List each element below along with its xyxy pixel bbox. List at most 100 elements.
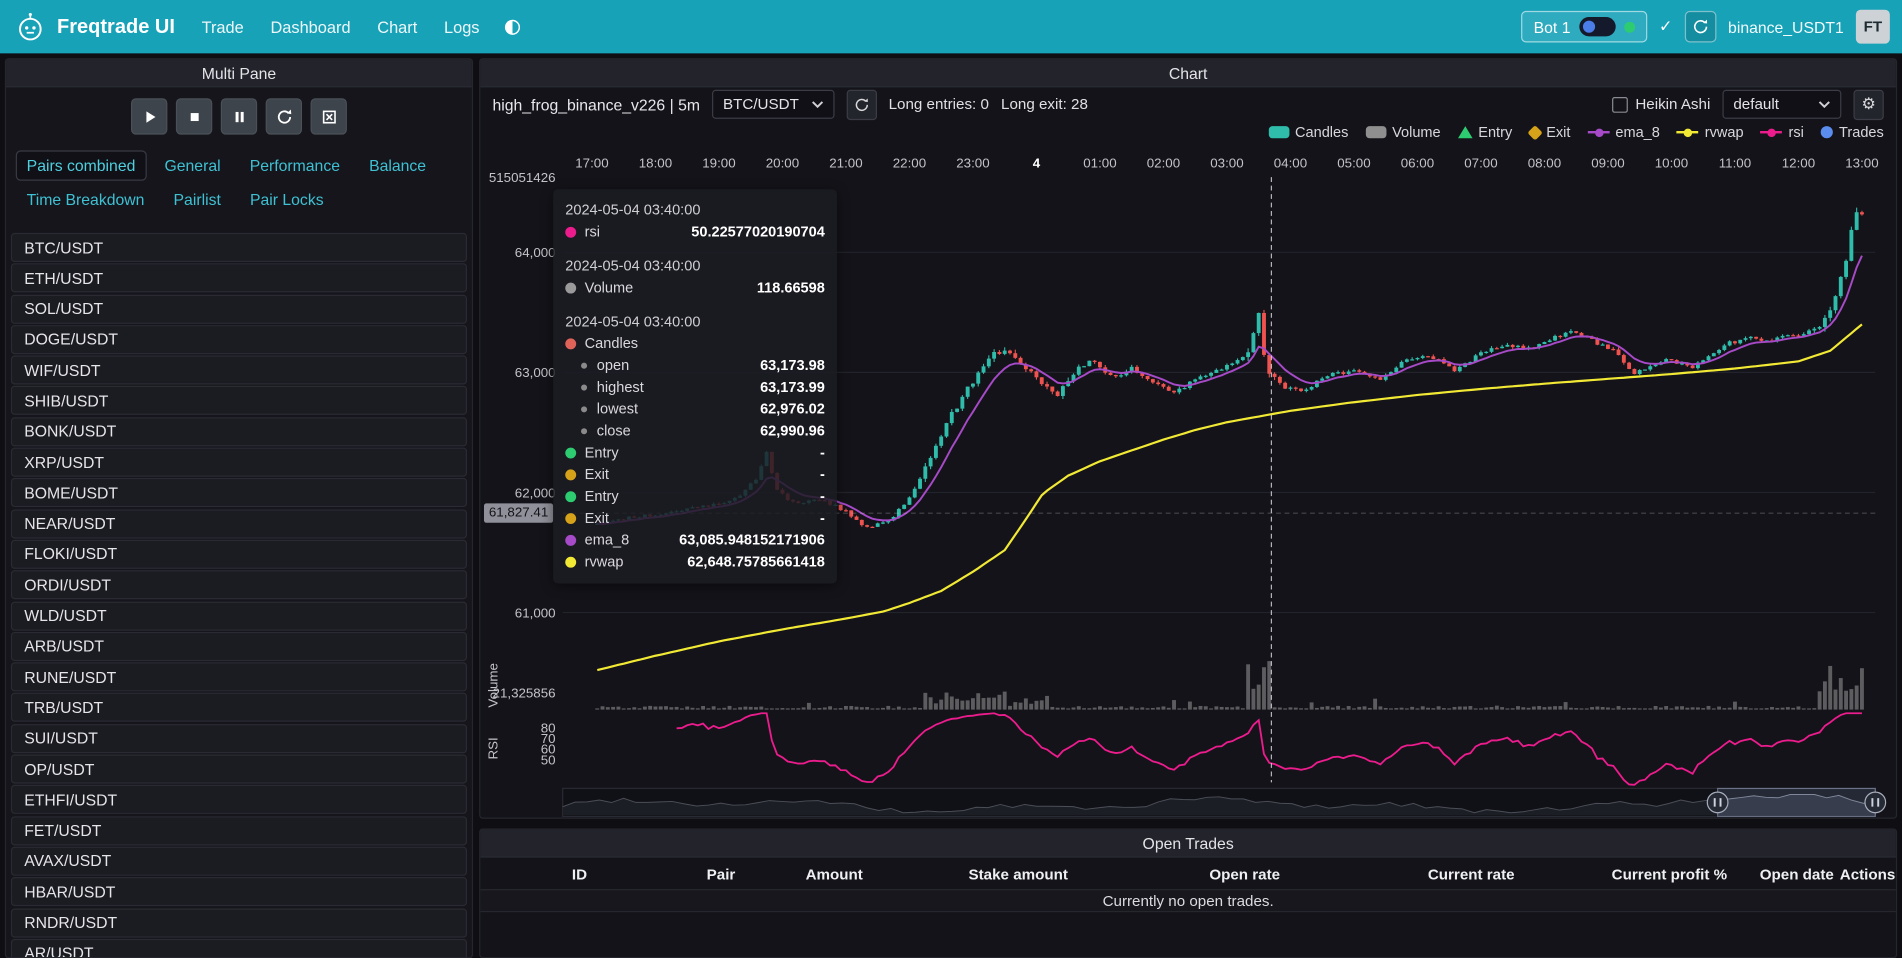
legend-item-exit[interactable]: Exit [1526, 124, 1570, 141]
tab-balance[interactable]: Balance [369, 156, 427, 175]
rsi-legend-icon [1760, 127, 1783, 137]
avatar[interactable]: FT [1855, 9, 1890, 44]
refresh-icon [1693, 19, 1707, 34]
plot-config-select[interactable]: default [1722, 89, 1842, 119]
stop-button[interactable] [175, 98, 213, 135]
legend-label: Entry [1478, 123, 1513, 141]
tab-pair-locks[interactable]: Pair Locks [249, 190, 324, 209]
legend-label: rsi [1788, 123, 1804, 141]
legend-item-rsi[interactable]: rsi [1760, 123, 1804, 141]
pair-row-ordi-usdt[interactable]: ORDI/USDT [10, 570, 468, 600]
pair-row-btc-usdt[interactable]: BTC/USDT [10, 232, 468, 263]
pair-row-near-usdt[interactable]: NEAR/USDT [10, 509, 468, 539]
repeat-button[interactable] [265, 98, 303, 135]
chart-refresh-button[interactable] [846, 89, 877, 120]
bot-toggle[interactable] [1578, 16, 1616, 37]
nav-link-chart[interactable]: Chart [377, 17, 418, 36]
heikin-ashi-label: Heikin Ashi [1635, 95, 1711, 113]
chart-toolbar: high_frog_binance_v226 | 5m BTC/USDT Lon… [480, 87, 1896, 121]
chart-plot-area[interactable]: 64,000 63,000 62,000 61,000 515051426 21,3258… [480, 143, 1896, 817]
long-entries-label: Long entries: 0 [888, 95, 989, 113]
play-icon [145, 110, 155, 123]
pair-row-bonk-usdt[interactable]: BONK/USDT [10, 417, 468, 447]
legend-item-volume[interactable]: Volume [1365, 123, 1441, 141]
svg-text:21,325856: 21,325856 [493, 685, 556, 700]
svg-text:19:00: 19:00 [702, 155, 735, 170]
tab-pairlist[interactable]: Pairlist [173, 190, 221, 209]
tab-general[interactable]: General [164, 156, 221, 175]
ema8-line [597, 255, 1863, 525]
svg-text:02:00: 02:00 [1147, 155, 1180, 170]
pair-row-sui-usdt[interactable]: SUI/USDT [10, 723, 468, 753]
navigator-window[interactable] [1717, 787, 1876, 817]
tab-performance[interactable]: Performance [249, 156, 340, 175]
multi-pane-sidebar: Multi Pane Pairs combined General Performa… [4, 58, 474, 958]
gear-icon: ⚙ [1861, 94, 1876, 113]
pair-row-eth-usdt[interactable]: ETH/USDT [10, 263, 468, 293]
svg-text:64,000: 64,000 [515, 245, 556, 260]
svg-text:515051426: 515051426 [489, 170, 556, 185]
pair-row-floki-usdt[interactable]: FLOKI/USDT [10, 539, 468, 569]
legend-item-ema-8[interactable]: ema_8 [1587, 123, 1660, 141]
nav-link-trade[interactable]: Trade [201, 17, 244, 36]
column-header-current-rate: Current rate [1427, 866, 1515, 884]
pause-button[interactable] [220, 98, 258, 135]
column-header-id: ID [571, 866, 588, 884]
pair-row-op-usdt[interactable]: OP/USDT [10, 754, 468, 784]
svg-text:13:00: 13:00 [1845, 155, 1878, 170]
pair-row-bome-usdt[interactable]: BOME/USDT [10, 478, 468, 508]
refresh-button[interactable] [1684, 10, 1716, 43]
exit-legend-icon [1526, 124, 1543, 140]
tab-time-breakdown[interactable]: Time Breakdown [26, 190, 145, 209]
legend-label: ema_8 [1615, 123, 1660, 141]
pair-row-rndr-usdt[interactable]: RNDR/USDT [10, 907, 468, 938]
svg-text:17:00: 17:00 [575, 155, 608, 170]
pair-row-hbar-usdt[interactable]: HBAR/USDT [10, 877, 468, 907]
nav-link-dashboard[interactable]: Dashboard [270, 17, 351, 36]
theme-toggle-icon[interactable] [504, 18, 522, 36]
pair-row-arb-usdt[interactable]: ARB/USDT [10, 631, 468, 661]
svg-text:12:00: 12:00 [1782, 155, 1815, 170]
repeat-icon [277, 108, 291, 123]
rvwap-line [597, 323, 1863, 672]
entry-legend-icon [1457, 126, 1473, 139]
pair-row-avax-usdt[interactable]: AVAX/USDT [10, 846, 468, 876]
heikin-ashi-toggle[interactable]: Heikin Ashi [1612, 96, 1710, 113]
pair-select[interactable]: BTC/USDT [712, 89, 835, 119]
pair-row-wld-usdt[interactable]: WLD/USDT [10, 601, 468, 631]
tab-pairs-combined[interactable]: Pairs combined [15, 150, 147, 181]
play-button[interactable] [131, 98, 168, 135]
legend-item-trades[interactable]: Trades [1820, 124, 1884, 141]
pair-row-trb-usdt[interactable]: TRB/USDT [10, 693, 468, 723]
navigator-handle-left[interactable] [1706, 791, 1729, 814]
pair-row-doge-usdt[interactable]: DOGE/USDT [10, 324, 468, 355]
open-trades-empty: Currently no open trades. [480, 889, 1896, 913]
nav-link-logs[interactable]: Logs [443, 17, 480, 36]
svg-text:50: 50 [541, 752, 556, 767]
candlestick-chart[interactable]: 64,000 63,000 62,000 61,000 515051426 21,3258… [480, 143, 1897, 819]
pair-row-sol-usdt[interactable]: SOL/USDT [10, 294, 468, 324]
brand-title[interactable]: Freqtrade UI [57, 15, 175, 37]
svg-text:07:00: 07:00 [1464, 155, 1497, 170]
navbar-right: Bot 1 ✓ binance_USDT1 FT [1521, 9, 1893, 44]
pair-row-wif-usdt[interactable]: WIF/USDT [10, 355, 468, 385]
pair-row-ethfi-usdt[interactable]: ETHFI/USDT [10, 785, 468, 815]
rvwap-legend-icon [1676, 127, 1699, 137]
bot-online-dot [1623, 21, 1635, 33]
pair-row-xrp-usdt[interactable]: XRP/USDT [10, 447, 468, 477]
legend-item-candles[interactable]: Candles [1268, 124, 1348, 141]
legend-item-entry[interactable]: Entry [1457, 123, 1513, 141]
bot-selector[interactable]: Bot 1 [1521, 10, 1647, 43]
chart-settings-button[interactable]: ⚙ [1853, 89, 1884, 120]
heikin-ashi-checkbox[interactable] [1612, 96, 1629, 113]
pair-row-fet-usdt[interactable]: FET/USDT [10, 815, 468, 846]
legend-item-rvwap[interactable]: rvwap [1676, 124, 1744, 141]
clear-button[interactable] [310, 98, 347, 135]
pair-row-ar-usdt[interactable]: AR/USDT [10, 938, 468, 958]
pair-row-rune-usdt[interactable]: RUNE/USDT [10, 662, 468, 692]
navigator-handle-right[interactable] [1864, 791, 1887, 814]
svg-text:20:00: 20:00 [766, 155, 799, 170]
legend-label: Volume [1392, 123, 1441, 141]
pair-row-shib-usdt[interactable]: SHIB/USDT [10, 386, 468, 416]
freqtrade-logo-icon[interactable] [15, 11, 47, 43]
